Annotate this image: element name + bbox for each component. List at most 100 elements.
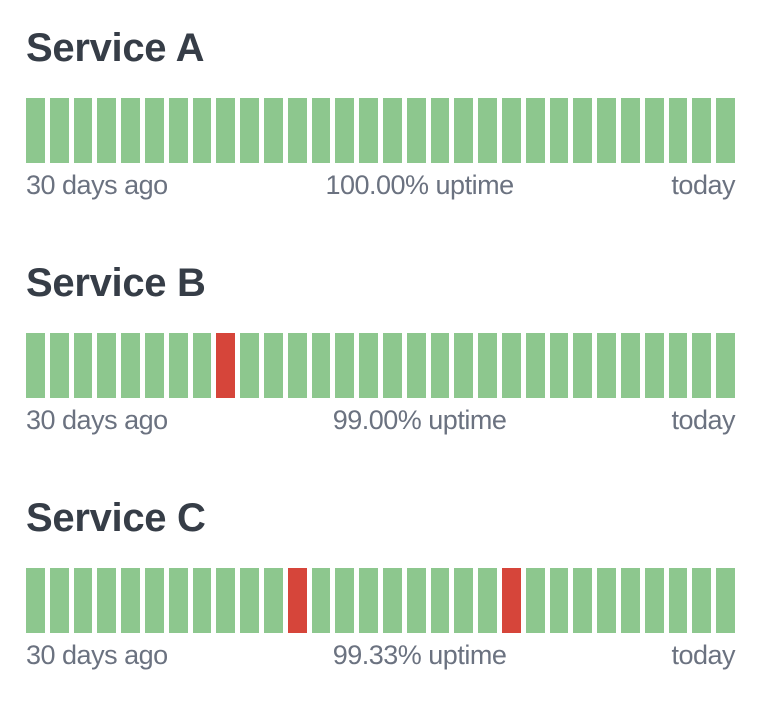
uptime-day-up-bar[interactable] xyxy=(97,98,117,163)
uptime-day-up-bar[interactable] xyxy=(192,568,212,633)
uptime-day-up-bar[interactable] xyxy=(263,333,283,398)
uptime-day-up-bar[interactable] xyxy=(668,333,688,398)
uptime-day-up-bar[interactable] xyxy=(406,98,426,163)
uptime-day-up-bar[interactable] xyxy=(692,98,712,163)
uptime-day-up-bar[interactable] xyxy=(644,98,664,163)
uptime-day-up-bar[interactable] xyxy=(406,333,426,398)
uptime-day-down-bar[interactable] xyxy=(287,568,307,633)
uptime-day-up-bar[interactable] xyxy=(454,568,474,633)
service-a-uptime-label: 100.00% uptime xyxy=(325,170,514,200)
uptime-day-up-bar[interactable] xyxy=(430,568,450,633)
uptime-day-up-bar[interactable] xyxy=(620,333,640,398)
uptime-day-up-bar[interactable] xyxy=(240,98,259,163)
uptime-day-up-bar[interactable] xyxy=(382,98,402,163)
uptime-day-up-bar[interactable] xyxy=(73,98,93,163)
uptime-day-up-bar[interactable] xyxy=(525,568,545,633)
uptime-day-up-bar[interactable] xyxy=(121,98,140,163)
uptime-day-up-bar[interactable] xyxy=(73,333,93,398)
uptime-day-up-bar[interactable] xyxy=(240,568,259,633)
uptime-day-up-bar[interactable] xyxy=(49,333,69,398)
uptime-day-up-bar[interactable] xyxy=(49,98,69,163)
uptime-day-up-bar[interactable] xyxy=(597,333,616,398)
uptime-day-up-bar[interactable] xyxy=(49,568,69,633)
uptime-day-up-bar[interactable] xyxy=(168,568,188,633)
uptime-day-up-bar[interactable] xyxy=(620,98,640,163)
uptime-day-up-bar[interactable] xyxy=(168,333,188,398)
uptime-day-up-bar[interactable] xyxy=(573,568,593,633)
uptime-day-up-bar[interactable] xyxy=(26,98,45,163)
uptime-day-up-bar[interactable] xyxy=(73,568,93,633)
uptime-day-up-bar[interactable] xyxy=(478,568,497,633)
uptime-day-up-bar[interactable] xyxy=(549,333,569,398)
uptime-day-up-bar[interactable] xyxy=(144,333,164,398)
uptime-day-up-bar[interactable] xyxy=(597,98,616,163)
uptime-day-up-bar[interactable] xyxy=(716,98,735,163)
service-c-labels: 30 days ago 99.33% uptime today xyxy=(26,642,735,669)
uptime-day-up-bar[interactable] xyxy=(501,333,521,398)
uptime-day-up-bar[interactable] xyxy=(359,568,378,633)
uptime-day-up-bar[interactable] xyxy=(525,333,545,398)
uptime-day-up-bar[interactable] xyxy=(692,333,712,398)
uptime-day-up-bar[interactable] xyxy=(168,98,188,163)
uptime-day-up-bar[interactable] xyxy=(430,333,450,398)
service-c-uptime-label: 99.33% uptime xyxy=(332,640,507,670)
uptime-day-up-bar[interactable] xyxy=(692,568,712,633)
uptime-day-up-bar[interactable] xyxy=(501,98,521,163)
uptime-day-up-bar[interactable] xyxy=(644,568,664,633)
uptime-day-up-bar[interactable] xyxy=(359,98,378,163)
uptime-day-up-bar[interactable] xyxy=(26,333,45,398)
uptime-day-up-bar[interactable] xyxy=(406,568,426,633)
uptime-day-up-bar[interactable] xyxy=(121,333,140,398)
uptime-day-up-bar[interactable] xyxy=(549,568,569,633)
uptime-day-up-bar[interactable] xyxy=(668,568,688,633)
uptime-day-up-bar[interactable] xyxy=(263,98,283,163)
uptime-day-up-bar[interactable] xyxy=(311,333,331,398)
uptime-day-up-bar[interactable] xyxy=(597,568,616,633)
uptime-day-up-bar[interactable] xyxy=(549,98,569,163)
uptime-day-up-bar[interactable] xyxy=(716,568,735,633)
uptime-day-up-bar[interactable] xyxy=(144,98,164,163)
uptime-day-down-bar[interactable] xyxy=(501,568,521,633)
uptime-day-up-bar[interactable] xyxy=(430,98,450,163)
uptime-day-up-bar[interactable] xyxy=(192,333,212,398)
uptime-day-up-bar[interactable] xyxy=(525,98,545,163)
uptime-day-up-bar[interactable] xyxy=(287,333,307,398)
uptime-day-up-bar[interactable] xyxy=(335,333,355,398)
uptime-day-up-bar[interactable] xyxy=(644,333,664,398)
uptime-day-up-bar[interactable] xyxy=(478,98,497,163)
uptime-day-up-bar[interactable] xyxy=(335,98,355,163)
service-c-title: Service C xyxy=(26,496,206,540)
uptime-day-up-bar[interactable] xyxy=(311,98,331,163)
service-c-right-label: today xyxy=(671,640,735,670)
uptime-day-up-bar[interactable] xyxy=(311,568,331,633)
service-b-labels: 30 days ago 99.00% uptime today xyxy=(26,407,735,434)
uptime-day-up-bar[interactable] xyxy=(454,333,474,398)
uptime-day-up-bar[interactable] xyxy=(668,98,688,163)
uptime-day-up-bar[interactable] xyxy=(454,98,474,163)
uptime-day-up-bar[interactable] xyxy=(144,568,164,633)
uptime-day-down-bar[interactable] xyxy=(216,333,236,398)
uptime-day-up-bar[interactable] xyxy=(382,568,402,633)
uptime-day-up-bar[interactable] xyxy=(26,568,45,633)
uptime-day-up-bar[interactable] xyxy=(478,333,497,398)
uptime-day-up-bar[interactable] xyxy=(240,333,259,398)
uptime-day-up-bar[interactable] xyxy=(573,98,593,163)
uptime-day-up-bar[interactable] xyxy=(573,333,593,398)
uptime-day-up-bar[interactable] xyxy=(716,333,735,398)
uptime-day-up-bar[interactable] xyxy=(359,333,378,398)
service-a-labels: 30 days ago 100.00% uptime today xyxy=(26,172,735,199)
service-b-title: Service B xyxy=(26,261,206,305)
uptime-day-up-bar[interactable] xyxy=(121,568,140,633)
uptime-day-up-bar[interactable] xyxy=(263,568,283,633)
uptime-day-up-bar[interactable] xyxy=(287,98,307,163)
uptime-day-up-bar[interactable] xyxy=(216,568,236,633)
uptime-day-up-bar[interactable] xyxy=(192,98,212,163)
uptime-day-up-bar[interactable] xyxy=(97,568,117,633)
uptime-day-up-bar[interactable] xyxy=(382,333,402,398)
uptime-day-up-bar[interactable] xyxy=(335,568,355,633)
service-a-right-label: today xyxy=(671,170,735,200)
uptime-day-up-bar[interactable] xyxy=(620,568,640,633)
service-b-uptime-bars xyxy=(26,333,735,398)
uptime-day-up-bar[interactable] xyxy=(216,98,236,163)
uptime-day-up-bar[interactable] xyxy=(97,333,117,398)
